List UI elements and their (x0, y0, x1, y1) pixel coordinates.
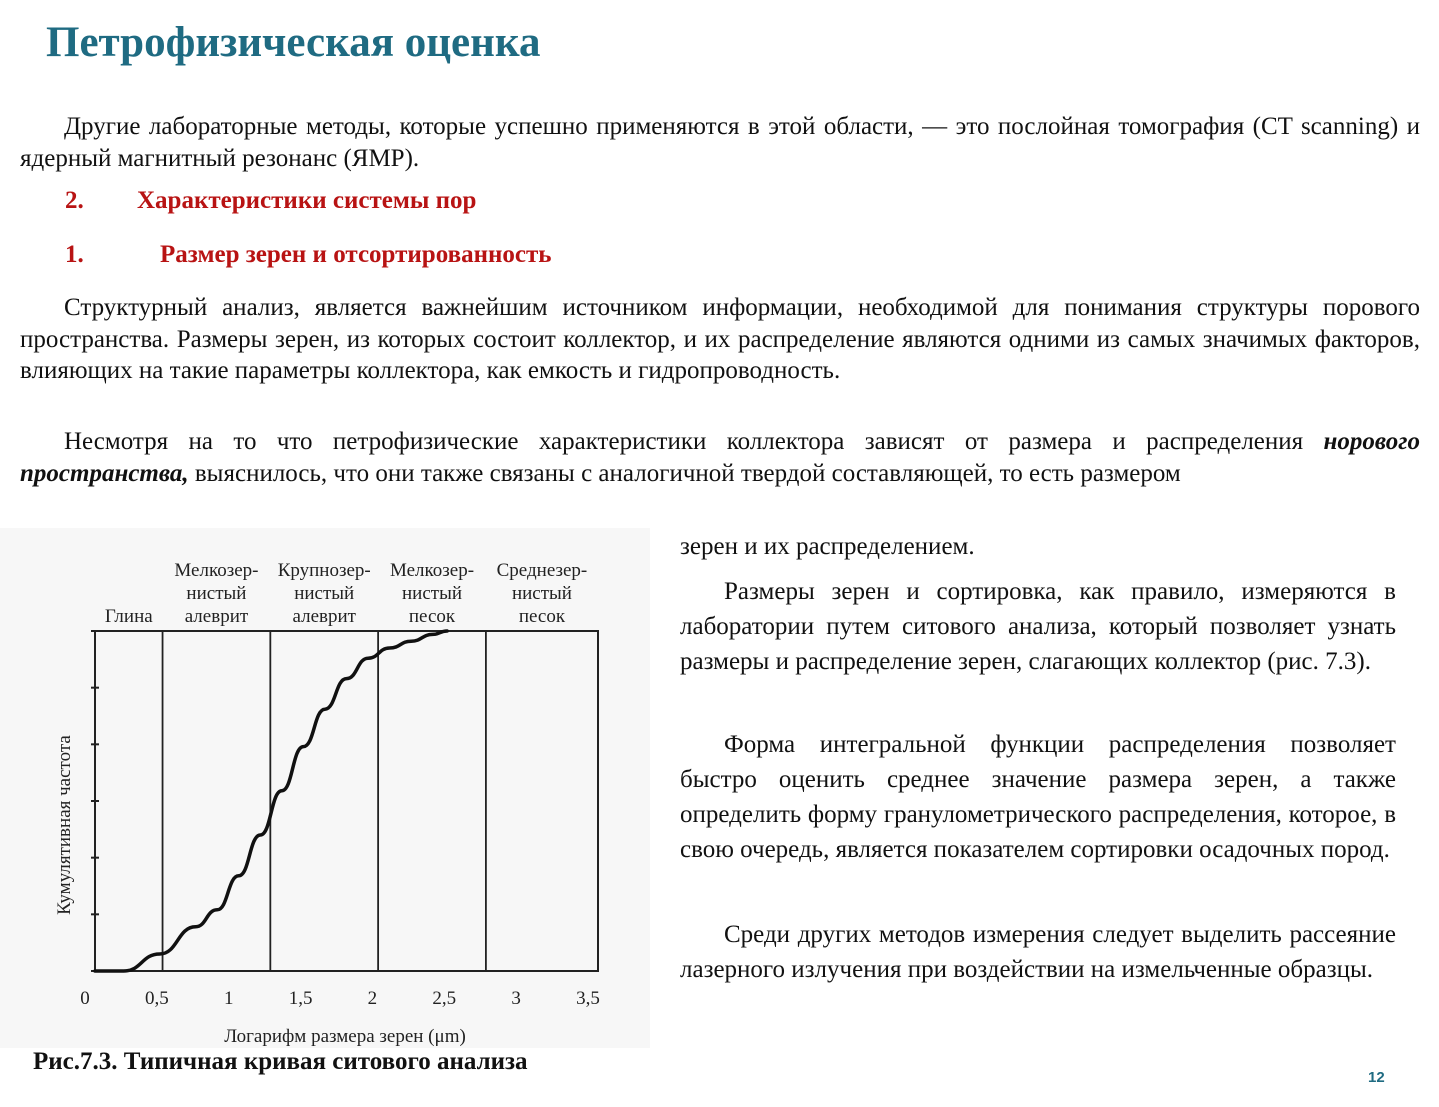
zone-label-line: Среднезер- (497, 560, 588, 581)
x-tick-label: 1,5 (289, 988, 313, 1009)
section-number: 2. (65, 187, 84, 214)
y-axis-label: Кумулятивная частота (54, 735, 75, 915)
cumulative-curve (93, 629, 449, 973)
zone-label-line: нистый (402, 583, 462, 604)
continuation-text: зерен и их распределением. (680, 533, 975, 560)
zone-label-line: песок (409, 606, 456, 627)
section-title: Характеристики системы пор (137, 187, 477, 214)
zone-label-line: Глина (105, 606, 153, 627)
zone-label-line: Мелкозер- (390, 560, 474, 581)
laser-paragraph: Среди других методов измерения следует в… (680, 921, 1396, 983)
x-tick-label: 0 (80, 988, 90, 1009)
x-tick-label: 2,5 (432, 988, 456, 1009)
page-title: Петрофизическая оценка (46, 19, 541, 66)
zone-label-line: нистый (294, 583, 354, 604)
x-tick-label: 3,5 (576, 988, 600, 1009)
subsection-title: Размер зерен и отсортированность (160, 241, 552, 268)
zone-label-line: алеврит (292, 606, 356, 627)
despite-emphasis: норового пространства, (20, 428, 1420, 487)
page-number: 12 (1368, 1069, 1385, 1086)
sieve-paragraph: Размеры зерен и сортировка, как правило,… (680, 578, 1396, 675)
subsection-number: 1. (65, 241, 84, 268)
zone-label-line: песок (519, 606, 566, 627)
x-axis-label: Логарифм размера зерен (μm) (224, 1026, 466, 1047)
x-tick-label: 1 (224, 988, 234, 1009)
sieve-curve-figure: Глина Мелкозер-нистый алеврит Крупнозер-нис… (0, 528, 650, 1048)
zone-label-line: Мелкозер- (174, 560, 258, 581)
despite-tail: выяснилось, что они также связаны с анал… (188, 459, 1181, 487)
zone-label-line: алеврит (185, 606, 249, 627)
intro-paragraph: Другие лабораторные методы, которые успе… (20, 113, 1420, 172)
distribution-paragraph: Форма интегральной функции распределения… (680, 731, 1396, 863)
structure-paragraph: Структурный анализ, является важнейшим и… (20, 294, 1420, 384)
x-tick-label: 0,5 (145, 988, 169, 1009)
despite-paragraph: Несмотря на то что петрофизические харак… (20, 426, 1420, 489)
figure-background (0, 528, 650, 1048)
figure-caption: Рис.7.3. Типичная кривая ситового анализ… (33, 1048, 528, 1075)
zone-label-line: нистый (186, 583, 246, 604)
zone-label-line: Крупнозер- (278, 560, 371, 581)
despite-lead: Несмотря на то что петрофизические харак… (64, 428, 1324, 455)
zone-label-line: нистый (512, 583, 572, 604)
x-tick-label: 2 (368, 988, 378, 1009)
x-tick-label: 3 (511, 988, 521, 1009)
sieve-curve-chart: ГлинаМелкозер-нистыйалевритКрупнозер-нис… (0, 528, 650, 1048)
